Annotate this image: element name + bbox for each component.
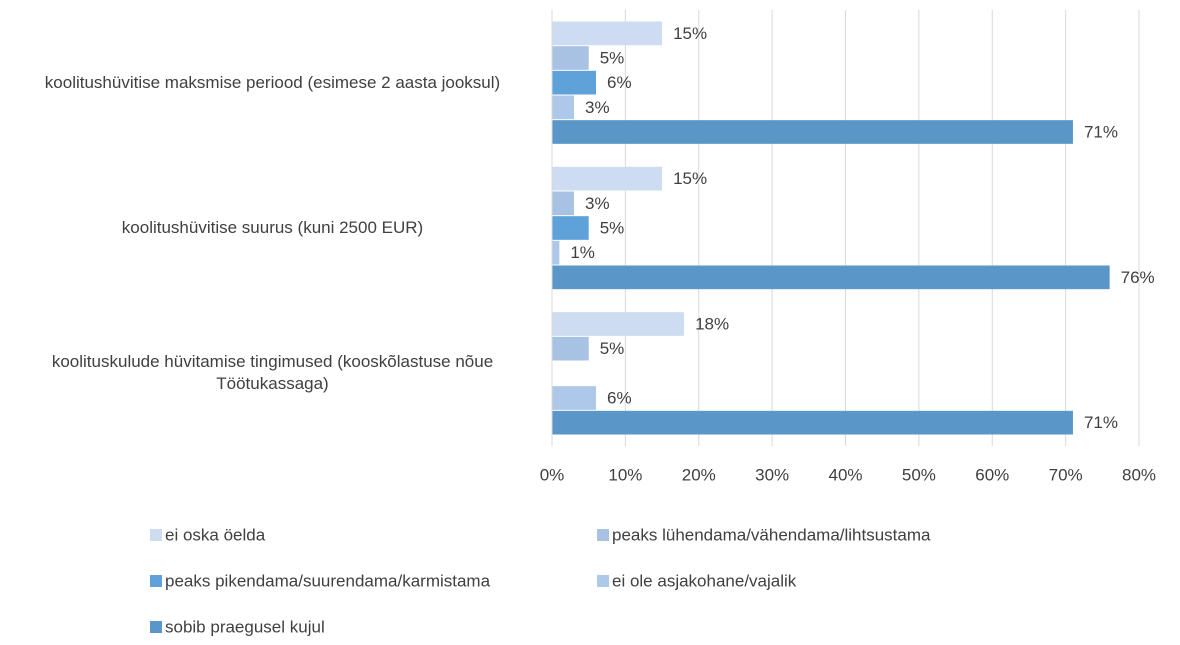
x-tick-label: 10% [608,465,642,484]
bar [552,386,597,410]
value-label: 18% [695,314,729,333]
bar [552,410,1073,435]
y-tick-label: koolituskulude hüvitamise tingimused (ko… [0,301,545,446]
value-label: 15% [673,24,707,43]
category-text: koolitushüvitise maksmise periood (esime… [44,72,501,92]
value-label: 5% [600,339,625,358]
bar [552,46,589,70]
value-label: 3% [585,194,610,213]
legend-label: ei oska öelda [165,525,266,544]
value-label: 3% [585,98,610,117]
category-text: koolitushüvitise suurus (kuni 2500 EUR) [121,217,424,237]
value-label: 1% [570,243,595,262]
bar [552,240,560,265]
legend-swatch [150,575,162,587]
bar [552,312,685,336]
legend-swatch [150,529,162,541]
bar [552,70,597,95]
bar [552,166,663,191]
value-label: 5% [600,218,625,237]
value-label: 76% [1121,268,1155,287]
value-label: 5% [600,48,625,67]
x-tick-label: 70% [1049,465,1083,484]
bar [552,191,575,216]
legend-swatch [597,575,609,587]
bar [552,21,663,46]
bar [552,216,589,240]
legend-label: peaks lühendama/vähendama/lihtsustama [612,525,931,544]
bar [552,265,1110,290]
y-tick-label: koolitushüvitise suurus (kuni 2500 EUR) [0,155,545,300]
value-label: 15% [673,169,707,188]
value-label: 71% [1084,413,1118,432]
legend-label: ei ole asjakohane/vajalik [612,571,797,590]
x-tick-label: 60% [975,465,1009,484]
y-tick-label: koolitushüvitise maksmise periood (esime… [0,10,545,155]
bar [552,95,575,120]
legend-swatch [150,621,162,633]
legend-label: peaks pikendama/suurendama/karmistama [165,571,491,590]
legend-swatch [597,529,609,541]
bar [552,120,1073,144]
legend-label: sobib praegusel kujul [165,617,325,636]
x-tick-label: 80% [1122,465,1156,484]
category-text: koolituskulude hüvitamise tingimused (ko… [51,352,494,394]
x-tick-label: 30% [755,465,789,484]
value-label: 71% [1084,122,1118,141]
x-tick-label: 20% [682,465,716,484]
x-tick-label: 40% [828,465,862,484]
x-tick-label: 0% [540,465,565,484]
x-tick-label: 50% [902,465,936,484]
value-label: 6% [607,388,632,407]
bar [552,336,589,361]
value-label: 6% [607,73,632,92]
